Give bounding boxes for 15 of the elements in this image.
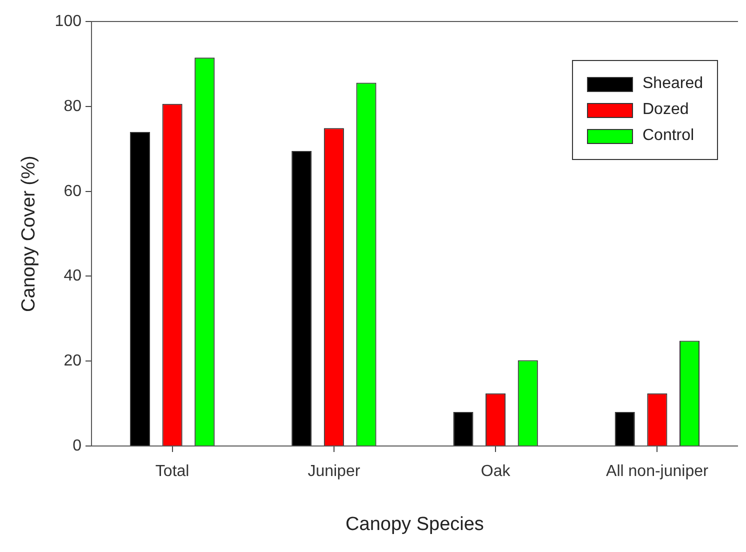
y-tick-label: 20 <box>64 352 82 370</box>
x-tick-label: All non-juniper <box>606 463 709 480</box>
y-tick-label: 0 <box>72 437 82 454</box>
x-tick-label: Juniper <box>308 463 361 480</box>
legend-label: Sheared <box>642 75 703 93</box>
legend-label: Dozed <box>642 101 689 119</box>
y-axis-title: Canopy Cover (%) <box>18 156 40 312</box>
x-tick-label: Total <box>155 463 190 480</box>
y-tick-label: 100 <box>54 13 82 30</box>
x-tick-label: Oak <box>480 463 512 480</box>
y-tick-label: 60 <box>64 182 82 200</box>
y-tick-label: 80 <box>64 98 82 115</box>
legend-label: Control <box>642 127 694 145</box>
y-tick-label: 40 <box>64 268 82 285</box>
x-axis-title: Canopy Species <box>346 514 484 535</box>
